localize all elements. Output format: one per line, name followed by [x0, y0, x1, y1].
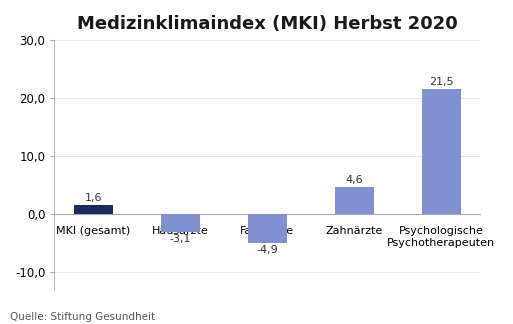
Bar: [74, 205, 113, 214]
Title: Medizinklimaindex (MKI) Herbst 2020: Medizinklimaindex (MKI) Herbst 2020: [77, 15, 458, 33]
Bar: [161, 214, 200, 232]
Text: 21,5: 21,5: [429, 77, 453, 87]
Bar: [422, 89, 461, 214]
Bar: [248, 214, 287, 243]
Text: 4,6: 4,6: [346, 175, 363, 185]
Bar: [335, 188, 374, 214]
Text: Quelle: Stiftung Gesundheit: Quelle: Stiftung Gesundheit: [10, 312, 155, 322]
Text: 1,6: 1,6: [85, 192, 102, 202]
Text: -4,9: -4,9: [256, 245, 278, 255]
Text: -3,1: -3,1: [170, 235, 191, 244]
